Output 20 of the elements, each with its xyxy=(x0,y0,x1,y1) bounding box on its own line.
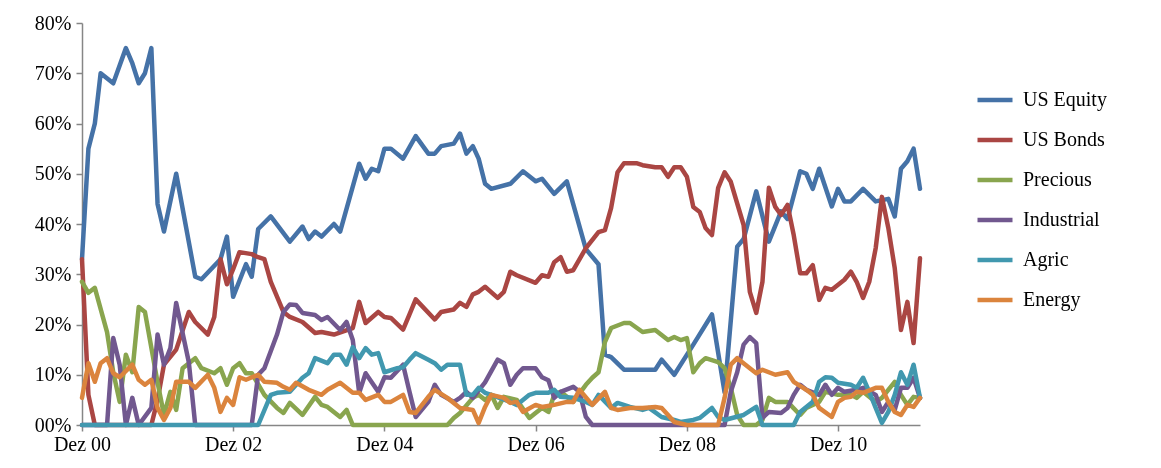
x-tick-label: Dez 10 xyxy=(809,432,868,455)
y-tick-label: 20% xyxy=(34,313,72,335)
x-tick-label: Dez 02 xyxy=(205,432,263,455)
legend-label: Agric xyxy=(1023,248,1069,271)
x-tick-label: Dez 08 xyxy=(658,432,716,455)
legend-label: US Bonds xyxy=(1023,128,1105,150)
x-tick-label: Dez 06 xyxy=(507,432,565,455)
y-tick-label: 70% xyxy=(34,61,72,84)
y-tick-label: 60% xyxy=(34,112,72,134)
legend-label: Industrial xyxy=(1023,208,1101,230)
legend-label: US Equity xyxy=(1023,88,1107,111)
y-tick-label: 50% xyxy=(34,162,72,185)
x-tick-label: Dez 04 xyxy=(356,432,414,455)
y-tick-label: 10% xyxy=(34,363,72,386)
legend-label: Energy xyxy=(1023,288,1081,311)
y-tick-label: 40% xyxy=(34,212,72,235)
legend-label: Precious xyxy=(1023,168,1093,190)
y-tick-label: 80% xyxy=(34,11,72,34)
y-tick-label: 30% xyxy=(34,262,72,285)
line-series xyxy=(79,45,923,395)
